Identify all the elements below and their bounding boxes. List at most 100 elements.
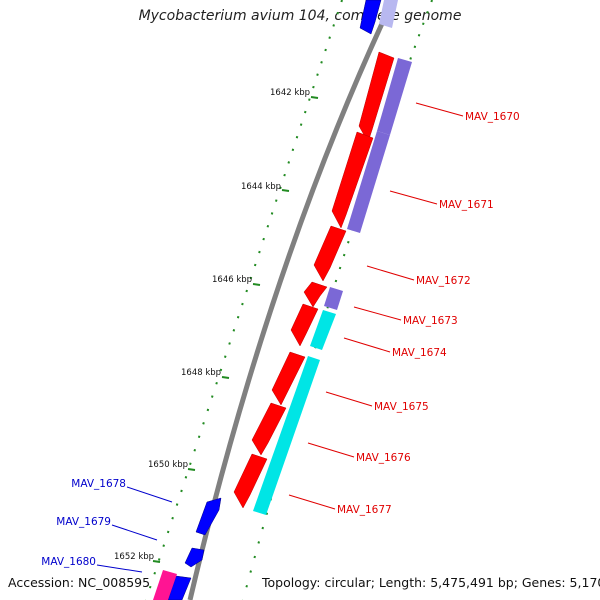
scale-dots	[144, 0, 343, 600]
gene-arrow-mav-1676	[251, 402, 287, 456]
ring-dot	[299, 123, 303, 126]
gene-arrow-mav-1674	[290, 303, 319, 347]
gene-label-mav-1675: MAV_1675	[374, 401, 429, 413]
ring-dot	[303, 110, 307, 114]
ring-dot	[312, 85, 315, 89]
gene-arrow-mav-1673	[303, 281, 328, 308]
ring-dot	[336, 11, 339, 15]
ring-dot	[287, 161, 290, 164]
ring-dot	[266, 224, 270, 228]
gene-arrow-mav-1675	[271, 351, 306, 406]
ring-dot	[426, 11, 429, 14]
gene-label-mav-1673: MAV_1673	[403, 315, 458, 327]
ring-dot	[232, 329, 236, 332]
ring-dot	[148, 585, 152, 589]
callout-line	[307, 442, 355, 458]
ring-dot	[184, 476, 188, 479]
scale-tick	[281, 189, 290, 192]
ring-dot	[283, 173, 286, 177]
feature-purple-1	[377, 58, 412, 135]
ring-dot	[332, 24, 335, 27]
ring-dot	[417, 33, 421, 37]
feature-cyan-2	[253, 356, 320, 515]
ring-dot	[219, 368, 223, 372]
ring-dot	[162, 544, 165, 547]
ring-dot	[202, 422, 205, 425]
ring-dot	[338, 266, 342, 270]
ring-dot	[245, 289, 248, 293]
ring-dot	[320, 61, 323, 64]
ring-dot	[430, 0, 433, 3]
scale-ticks	[152, 96, 319, 563]
ring-dot	[258, 250, 261, 254]
ring-dot	[175, 503, 179, 506]
ring-dot	[324, 48, 327, 52]
gene-arrow-magenta	[153, 570, 177, 600]
ring-dot	[249, 570, 252, 573]
scale-label: 1646 kbp	[212, 275, 252, 285]
gene-label-mav-1672: MAV_1672	[416, 275, 471, 287]
ring-dot	[193, 448, 197, 452]
ring-dot	[236, 315, 240, 319]
ring-dot	[253, 263, 257, 267]
callout-labels-left: MAV_1678 MAV_1679 MAV_1680	[41, 478, 126, 568]
forward-strand-genes	[233, 51, 395, 509]
feature-strips	[253, 58, 412, 515]
feature-lavender-top	[379, 0, 398, 28]
callout-line	[96, 564, 143, 573]
gene-arrow-mav-1677	[233, 453, 268, 509]
ring-dot	[197, 435, 201, 439]
ring-dot	[257, 541, 260, 544]
feature-purple-3	[324, 287, 343, 310]
scale-tick	[252, 283, 261, 286]
reverse-strand-genes	[167, 0, 382, 600]
ring-dot	[210, 395, 214, 398]
ring-dot	[228, 342, 231, 345]
ring-dot	[279, 186, 282, 190]
ring-dot	[409, 57, 412, 60]
callout-line	[111, 524, 158, 541]
ring-dot	[334, 279, 338, 283]
ring-dot	[270, 212, 274, 215]
ring-dot	[253, 555, 256, 559]
scale-tick	[310, 96, 319, 99]
accession-label: Accession: NC_008595	[8, 575, 151, 590]
callout-line	[325, 391, 373, 407]
ring-dot	[157, 558, 161, 561]
ring-dot	[342, 253, 346, 257]
gene-arrow-mav-1672	[313, 225, 347, 282]
ring-dot	[291, 148, 295, 152]
gene-arrow-mav-1671	[331, 131, 374, 229]
ring-dot	[249, 276, 253, 280]
callout-line	[389, 190, 438, 205]
scale-tick	[221, 376, 230, 379]
gene-label-mav-1678: MAV_1678	[71, 478, 126, 490]
feature-purple-2	[347, 131, 390, 233]
ring-dot	[166, 530, 170, 534]
ring-dot	[223, 355, 227, 358]
scale-label: 1642 kbp	[270, 88, 310, 98]
gene-label-mav-1670: MAV_1670	[465, 111, 520, 123]
scale-tick	[187, 468, 196, 471]
callout-line	[415, 102, 464, 117]
scale-labels: 1642 kbp 1644 kbp 1646 kbp 1648 kbp 1650…	[114, 88, 310, 562]
scale-label: 1648 kbp	[181, 368, 221, 378]
gene-arrow-mav-1679	[184, 547, 205, 568]
ring-dot	[347, 240, 350, 244]
gene-label-mav-1674: MAV_1674	[392, 347, 447, 359]
ring-dot	[261, 526, 265, 530]
gene-label-mav-1671: MAV_1671	[439, 199, 494, 211]
scale-label: 1650 kbp	[148, 460, 188, 470]
gene-label-mav-1677: MAV_1677	[337, 504, 392, 516]
ring-dot	[171, 516, 174, 520]
ring-dot	[206, 408, 210, 412]
ring-dot	[153, 571, 156, 575]
gene-arrow-top	[359, 0, 382, 35]
ring-dot	[328, 36, 331, 39]
callout-labels-right: MAV_1670 MAV_1671 MAV_1672 MAV_1673 MAV_…	[337, 111, 520, 516]
callout-line	[366, 265, 415, 281]
ring-dot	[241, 302, 244, 306]
callout-lines-left	[96, 486, 173, 573]
ring-dot	[245, 584, 248, 588]
